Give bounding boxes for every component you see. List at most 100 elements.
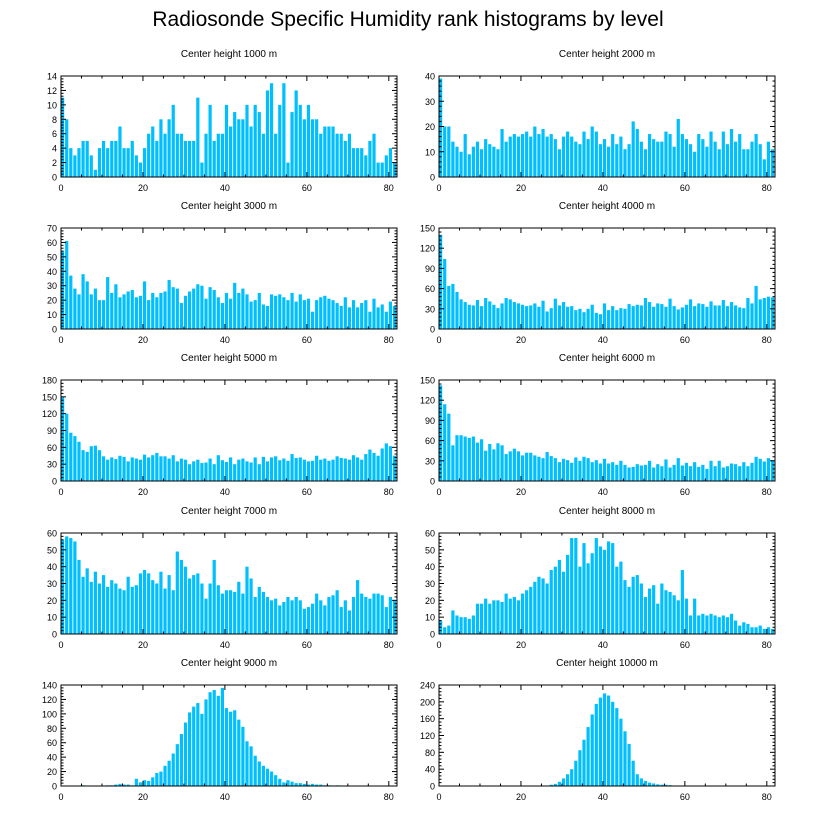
histogram-bar — [224, 590, 229, 634]
histogram-bar — [734, 305, 738, 329]
histogram-bar — [73, 288, 77, 329]
chart-title: Radiosonde Specific Humidity rank histog… — [152, 8, 664, 31]
histogram-bar — [475, 603, 480, 634]
histogram-bar — [380, 448, 384, 481]
histogram-bar — [652, 306, 656, 329]
y-tick-label: 60 — [425, 284, 435, 294]
histogram-bar — [237, 119, 241, 177]
histogram-bar — [582, 131, 586, 177]
histogram-bar — [697, 466, 701, 481]
histogram-bar — [549, 134, 553, 177]
histogram-bar — [484, 598, 488, 634]
histogram-bar — [541, 458, 545, 481]
histogram-bar — [742, 622, 746, 634]
histogram-bar — [746, 466, 750, 481]
histogram-bar — [660, 304, 664, 329]
histogram-bar — [520, 455, 525, 481]
x-tick-label: 60 — [680, 183, 690, 193]
histogram-bar — [138, 782, 143, 786]
histogram-bar — [351, 148, 356, 177]
histogram-bar — [557, 462, 562, 481]
histogram-bar — [237, 292, 241, 329]
histogram-bar — [130, 457, 134, 481]
histogram-bar — [130, 586, 134, 634]
histogram-bar — [729, 613, 734, 634]
histogram-bar — [294, 90, 298, 177]
x-tick-label: 40 — [598, 335, 608, 345]
histogram-bar — [627, 743, 631, 786]
histogram-bar — [286, 780, 290, 786]
y-tick-label: 20 — [47, 767, 57, 777]
histogram-bar — [668, 591, 672, 634]
histogram-bar — [306, 461, 311, 481]
histogram-bar — [713, 305, 717, 329]
histogram-bar — [738, 625, 742, 634]
x-tick-label: 80 — [762, 487, 772, 497]
histogram-bar — [607, 310, 611, 329]
histogram-bar — [265, 461, 270, 481]
histogram-bar — [216, 455, 220, 481]
histogram-bar — [319, 133, 323, 177]
histogram-bar — [351, 300, 356, 329]
histogram-bar — [455, 291, 459, 329]
histogram-bar — [471, 615, 475, 634]
histogram-bar — [594, 460, 598, 481]
histogram-bar — [611, 543, 615, 634]
y-tick-label: 40 — [47, 562, 57, 572]
histogram-bar — [607, 463, 611, 481]
histogram-bar — [249, 126, 253, 177]
x-tick-label: 20 — [516, 335, 526, 345]
histogram-bar — [500, 602, 504, 634]
histogram-bar — [574, 141, 578, 177]
histogram-bar — [212, 559, 216, 634]
x-tick-label: 20 — [516, 792, 526, 802]
histogram-bar — [93, 445, 97, 481]
histogram-bar — [693, 151, 697, 177]
histogram-bar — [159, 456, 163, 481]
histogram-bar — [114, 140, 118, 177]
histogram-bar — [578, 566, 582, 634]
histogram-bar — [159, 292, 163, 329]
x-tick-label: 80 — [762, 183, 772, 193]
histogram-bar — [520, 304, 525, 329]
histogram-bar — [302, 783, 306, 786]
histogram-bar — [183, 140, 188, 177]
histogram-bar — [721, 615, 725, 634]
histogram-bar — [598, 463, 602, 481]
histogram-bar — [635, 129, 639, 177]
histogram-bar — [290, 292, 294, 329]
histogram-bar — [249, 746, 253, 786]
histogram-bar — [388, 301, 392, 329]
x-tick-label: 60 — [680, 487, 690, 497]
histogram-bar — [598, 314, 602, 329]
histogram-bar — [257, 761, 261, 786]
histogram-bar — [179, 559, 184, 634]
histogram-bar — [623, 731, 627, 786]
histogram-bar — [594, 131, 598, 177]
histogram-bar — [533, 455, 537, 481]
histogram-bar — [356, 148, 360, 177]
histogram-bar — [376, 307, 380, 329]
histogram-bar — [188, 712, 192, 786]
histogram-bar — [738, 307, 742, 329]
histogram-bar — [339, 457, 343, 481]
histogram-bar — [680, 570, 684, 634]
x-tick-label: 0 — [436, 183, 441, 193]
histogram-bar — [286, 300, 290, 329]
histogram-bar — [167, 760, 171, 786]
histogram-bar — [81, 140, 85, 177]
y-tick-label: 120 — [420, 396, 435, 406]
x-tick-label: 60 — [680, 640, 690, 650]
histogram-bar — [138, 295, 143, 329]
x-tick-label: 20 — [516, 640, 526, 650]
histogram-bar — [310, 783, 315, 786]
histogram-bar — [512, 302, 516, 329]
histogram-bar — [742, 462, 746, 481]
histogram-bar — [204, 699, 208, 786]
histogram-bar — [282, 83, 286, 177]
histogram-bar — [360, 148, 364, 177]
histogram-bar — [196, 703, 200, 786]
histogram-bar — [327, 126, 331, 177]
histogram-bar — [188, 140, 192, 177]
histogram-bar — [652, 783, 656, 786]
